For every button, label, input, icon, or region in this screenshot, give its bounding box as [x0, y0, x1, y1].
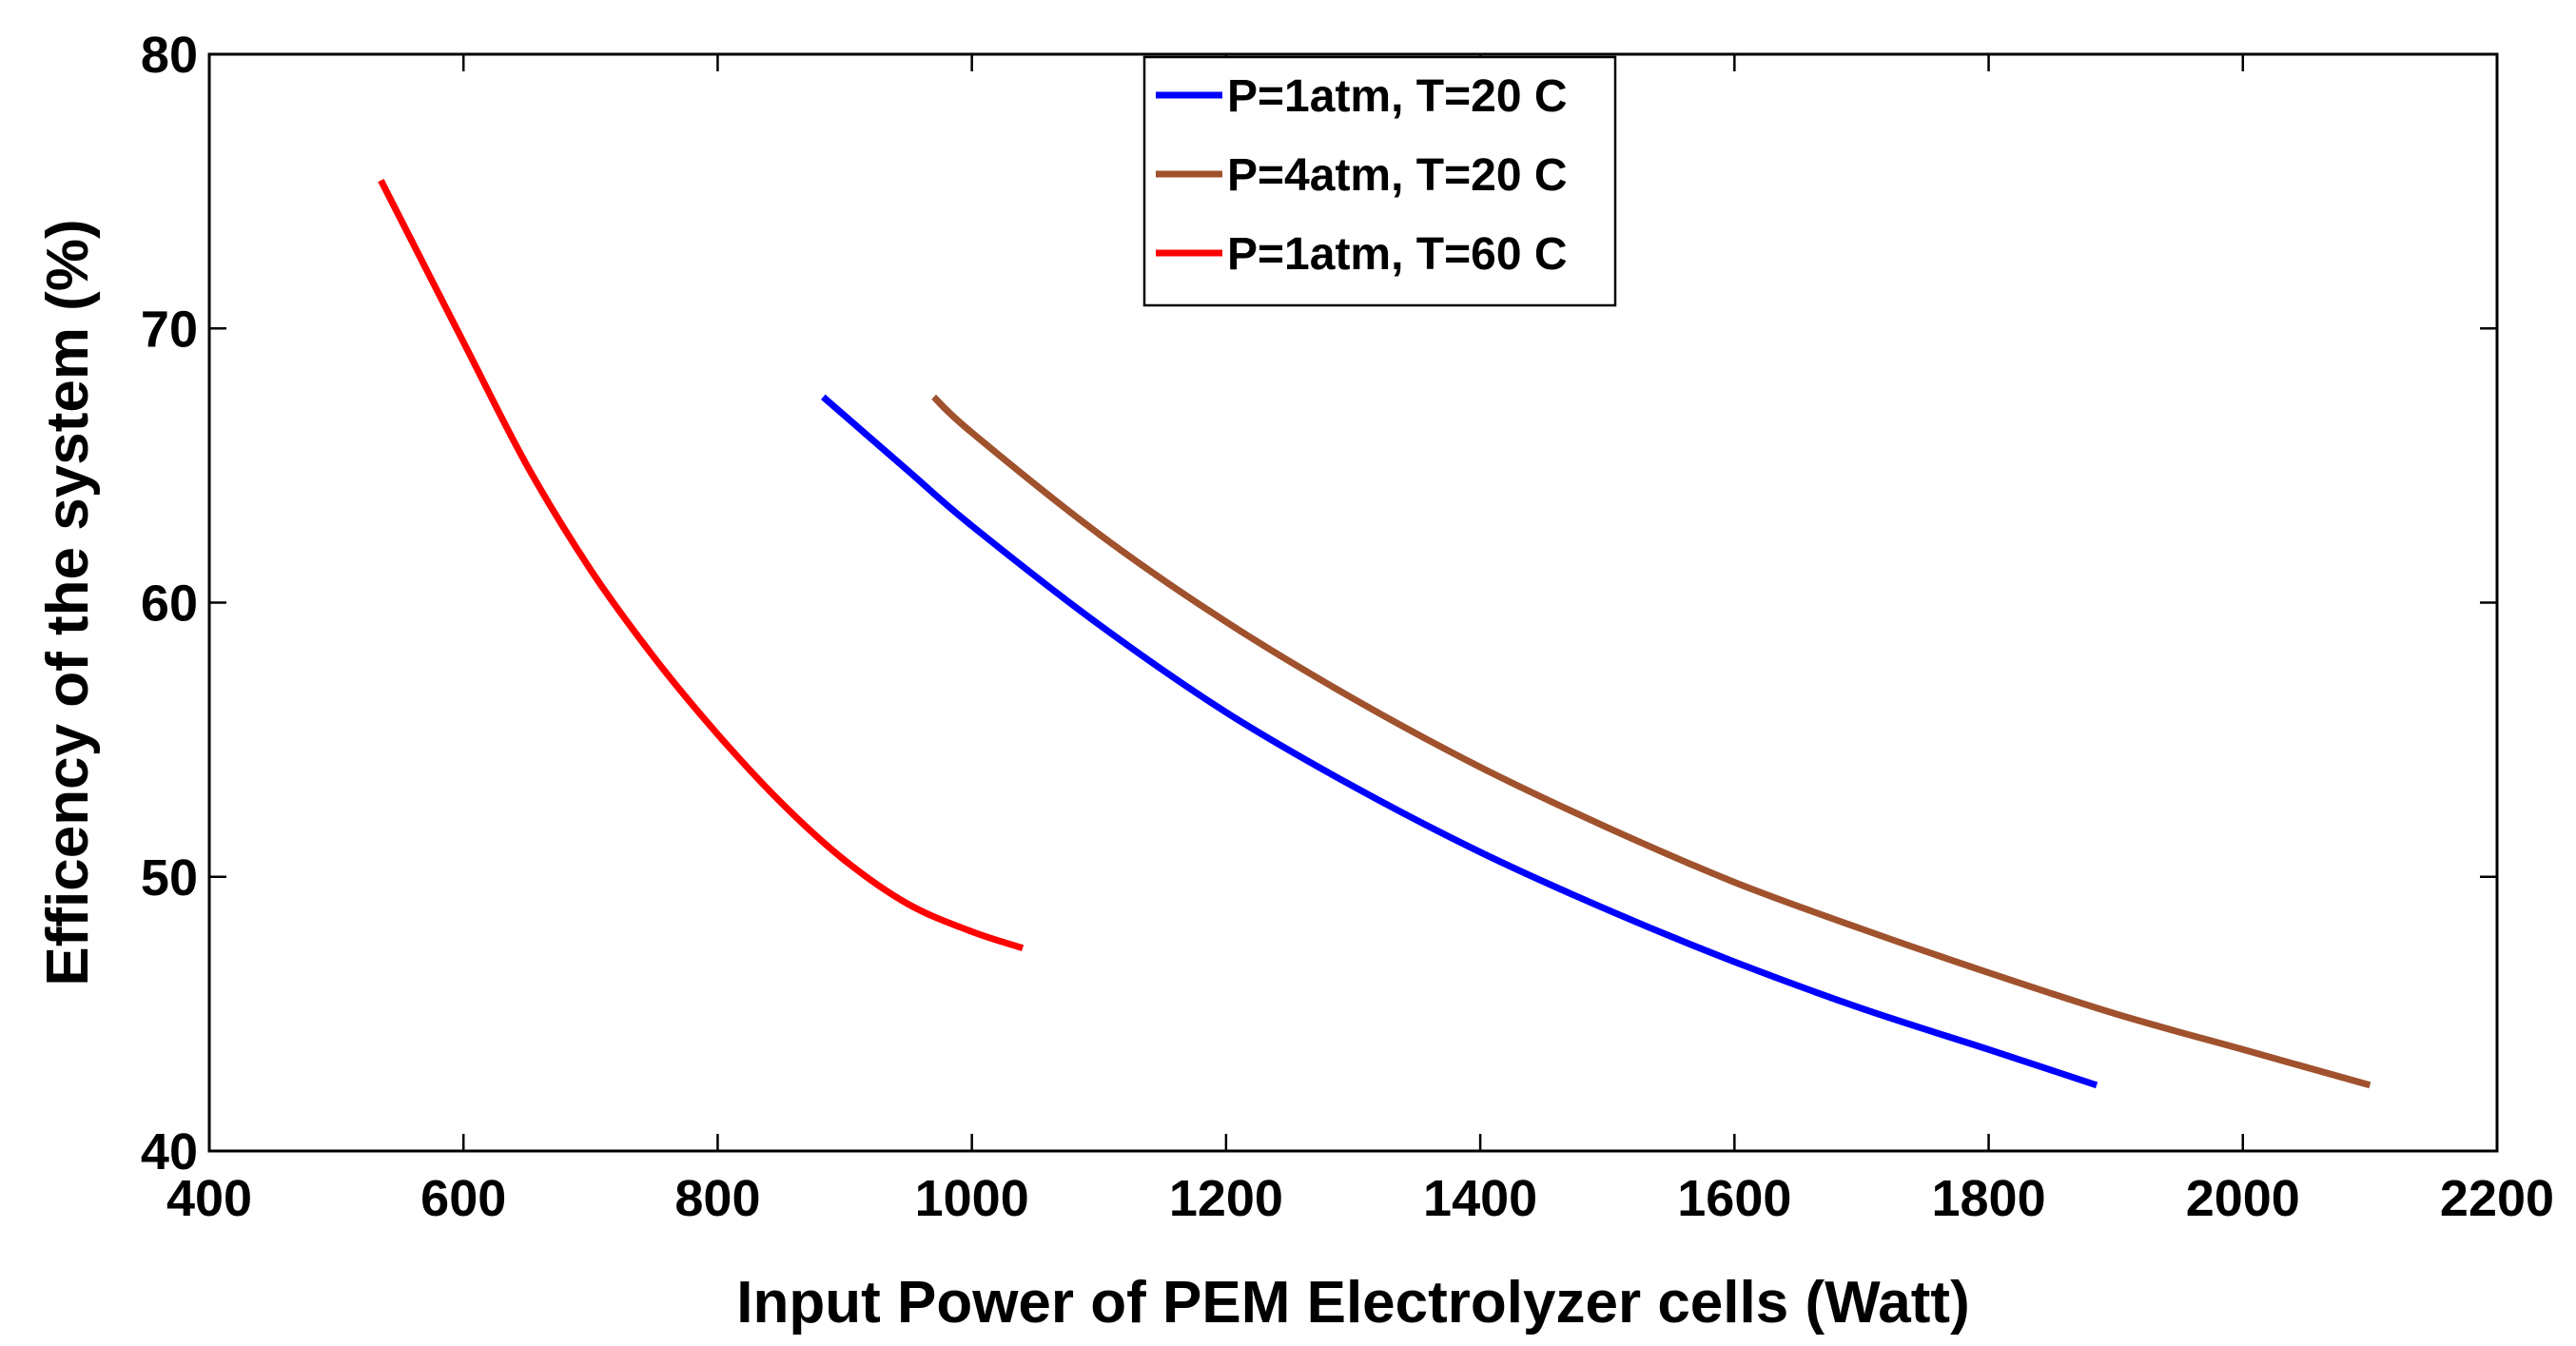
- y-tick-label: 70: [141, 301, 198, 358]
- x-tick-label: 1200: [1169, 1170, 1283, 1227]
- legend-entry-3: P=1atm, T=60 C: [1227, 229, 1568, 280]
- x-tick-label: 1400: [1423, 1170, 1537, 1227]
- series-line-3: [378, 179, 1025, 952]
- series-line-2: [931, 394, 2371, 1089]
- legend-box: [1142, 55, 1617, 307]
- y-tick-label: 50: [141, 849, 198, 907]
- y-tick-label: 60: [141, 575, 198, 633]
- x-tick-label: 1800: [1931, 1170, 2045, 1227]
- ticks-layer: 400 600 800 1000 1200 1400 1600 1800 2000 2200 40 5…: [141, 27, 2554, 1227]
- x-tick-label: 1600: [1677, 1170, 1791, 1227]
- series-line-1: [821, 394, 2098, 1089]
- y-tick-label: 80: [141, 27, 198, 84]
- plot-area-frame: [207, 52, 2499, 1153]
- x-tick-label: 400: [166, 1170, 252, 1227]
- x-tick-label: 2200: [2440, 1170, 2554, 1227]
- x-tick-label: 600: [420, 1170, 506, 1227]
- series-layer: [378, 179, 2371, 1089]
- legend-entry-2: P=4atm, T=20 C: [1227, 150, 1568, 201]
- legend: P=1atm, T=20 C P=4atm, T=20 C P=1atm, T=60…: [1142, 55, 1617, 307]
- x-axis-label: Input Power of PEM Electrolyzer cells (W…: [736, 1270, 1969, 1336]
- x-tick-label: 1000: [915, 1170, 1029, 1227]
- x-tick-label: 2000: [2186, 1170, 2300, 1227]
- y-tick-label: 40: [141, 1123, 198, 1180]
- legend-entry-1: P=1atm, T=20 C: [1227, 71, 1568, 122]
- y-axis-label: Efficency of the system (%): [35, 219, 101, 985]
- x-tick-label: 800: [674, 1170, 760, 1227]
